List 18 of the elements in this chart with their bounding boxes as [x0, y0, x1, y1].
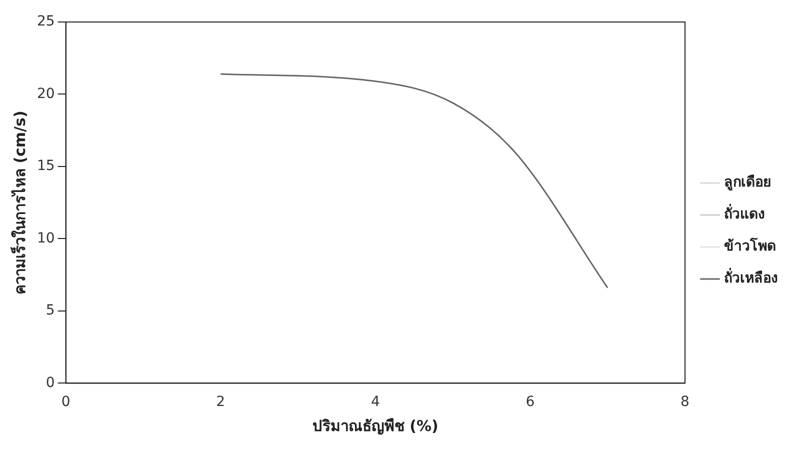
legend-label: ถั่วแดง — [724, 204, 765, 223]
x-tick-label: 4 — [370, 394, 380, 410]
y-tick-label: 25 — [36, 14, 55, 30]
y-tick-label: 5 — [46, 302, 55, 319]
line-series — [220, 73, 608, 289]
y-axis-title: ความเร็วในการไหล (cm/s) — [10, 110, 29, 295]
legend-label: ถั่วเหลือง — [724, 268, 778, 287]
y-tick-label: 15 — [36, 158, 55, 174]
legend-label: ข้าวโพด — [724, 236, 776, 255]
x-axis-title: ปริมาณธัญพืช (%) — [312, 416, 438, 435]
y-tick-label: 0 — [46, 374, 55, 391]
x-tick-label: 0 — [61, 394, 70, 410]
y-tick-label: 20 — [36, 86, 55, 102]
x-tick-label: 2 — [216, 394, 226, 410]
legend-label: ลูกเดือย — [724, 174, 771, 191]
x-tick-label: 6 — [526, 394, 535, 410]
x-tick-label: 8 — [680, 394, 690, 410]
y-tick-label: 10 — [36, 230, 55, 246]
